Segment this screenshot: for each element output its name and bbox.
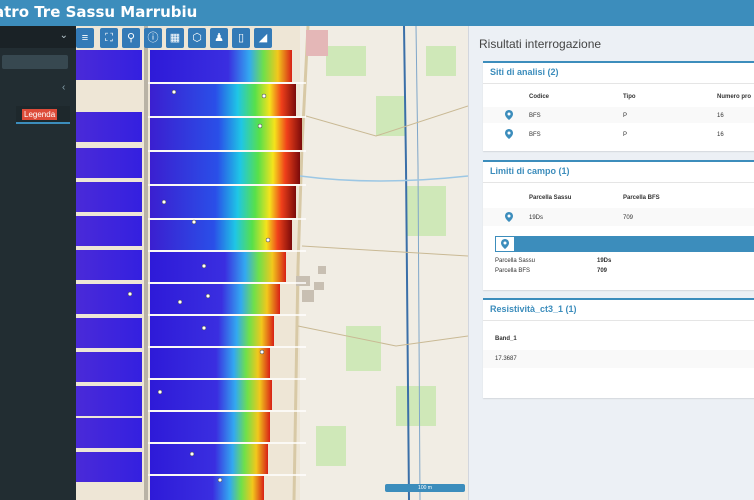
map-toolbar: ≡ ⛶ ⚲ ⓘ ▦ ⬡ ♟ ▯ ◢	[76, 28, 272, 50]
sidebar: ⌄ ‹ Legenda	[0, 26, 76, 500]
scale-bar: 100 m	[385, 484, 465, 492]
map-pin-icon[interactable]	[505, 110, 513, 120]
detail-header-bar	[495, 236, 754, 252]
legend-tab-label: Legenda	[22, 109, 58, 120]
map-pin-icon[interactable]	[505, 212, 513, 222]
results-panel: Risultati interrogazione Siti di analisi…	[468, 26, 754, 500]
cell-codice: BFS	[529, 113, 541, 119]
siti-title[interactable]: Siti di analisi (2)	[490, 67, 559, 77]
table-row[interactable]	[483, 350, 754, 368]
map-pin-icon[interactable]	[505, 129, 513, 139]
detail-pin-box[interactable]	[495, 236, 515, 252]
divider	[483, 182, 754, 183]
tab-legend[interactable]: Legenda	[16, 106, 70, 124]
scale-label: 100 m	[418, 485, 432, 491]
col-tipo: Tipo	[623, 94, 636, 100]
cell-numero: 16	[717, 132, 724, 138]
cell-band: 17.3687	[495, 356, 517, 362]
panel-title: Risultati interrogazione	[479, 37, 602, 51]
cell-tipo: P	[623, 113, 628, 119]
resistivita-title[interactable]: Resistività_ct3_1 (1)	[490, 304, 577, 314]
zoom-extent-icon[interactable]: ⚲	[122, 28, 140, 48]
top-header-bar: atro Tre Sassu Marrubiu	[0, 0, 754, 26]
cell-numero: 16	[717, 113, 724, 119]
col-parcella-sassu: Parcella Sassu	[529, 195, 572, 201]
chevron-down-icon: ⌄	[59, 30, 68, 41]
cell-parcella-sassu: 19Ds	[529, 215, 544, 221]
table-row[interactable]	[483, 208, 754, 226]
col-parcella-bfs: Parcella BFS	[623, 195, 660, 201]
siti-box: Siti di analisi (2) Codice Tipo Numero p…	[483, 61, 754, 151]
col-band: Band_1	[495, 336, 517, 342]
collapse-chevron-icon[interactable]: ‹	[62, 82, 66, 93]
detail-label: Parcella BFS	[495, 268, 531, 274]
divider	[483, 320, 754, 321]
measure-area-icon[interactable]: ◢	[254, 28, 272, 48]
col-numero: Numero pro	[717, 94, 752, 100]
cell-tipo: P	[623, 132, 628, 138]
detail-value: 709	[597, 268, 608, 274]
app-title: atro Tre Sassu Marrubiu	[0, 3, 198, 21]
resistivita-box: Resistività_ct3_1 (1) Band_1 17.3687	[483, 298, 754, 398]
divider	[483, 83, 754, 84]
limiti-title[interactable]: Limiti di campo (1)	[490, 166, 570, 176]
menu-icon[interactable]: ≡	[76, 28, 94, 48]
person-tool-icon[interactable]: ♟	[210, 28, 228, 48]
sidebar-search-field[interactable]	[2, 55, 68, 69]
map-canvas[interactable]	[76, 26, 468, 500]
select-tool-icon[interactable]: ▦	[166, 28, 184, 48]
polygon-tool-icon[interactable]: ⬡	[188, 28, 206, 48]
map-view[interactable]	[76, 26, 468, 500]
col-codice: Codice	[529, 94, 550, 100]
measure-length-icon[interactable]: ▯	[232, 28, 250, 48]
fullscreen-icon[interactable]: ⛶	[100, 28, 118, 48]
sidebar-dropdown[interactable]: ⌄	[0, 26, 76, 48]
limiti-box: Limiti di campo (1) Parcella Sassu Parce…	[483, 160, 754, 290]
detail-label: Parcella Sassu	[495, 258, 536, 264]
detail-value: 19Ds	[597, 258, 612, 264]
table-row[interactable]	[483, 107, 754, 123]
cell-parcella-bfs: 709	[623, 215, 634, 221]
info-icon[interactable]: ⓘ	[144, 28, 162, 48]
map-pin-icon	[501, 239, 509, 249]
cell-codice: BFS	[529, 132, 541, 138]
